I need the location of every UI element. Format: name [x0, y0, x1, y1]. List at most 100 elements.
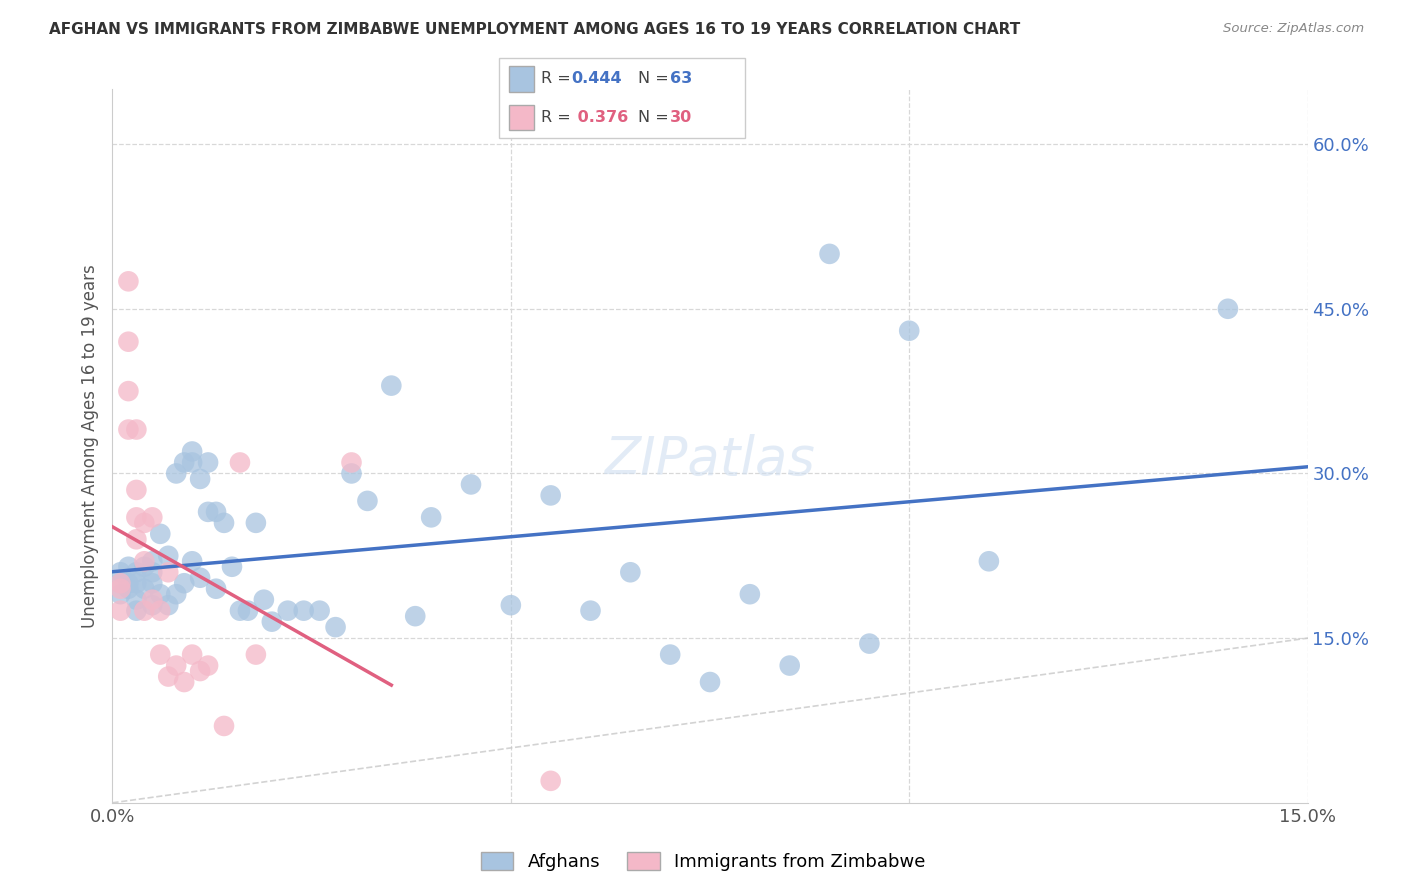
Point: [173, 675, 195, 690]
Point: [134, 582, 156, 596]
Point: [229, 604, 252, 618]
Point: [141, 554, 163, 568]
Y-axis label: Unemployment Among Ages 16 to 19 years: Unemployment Among Ages 16 to 19 years: [80, 264, 98, 628]
Point: [125, 510, 148, 524]
Point: [540, 773, 562, 788]
Point: [340, 455, 363, 469]
Point: [212, 516, 235, 530]
Text: R =: R =: [541, 110, 576, 125]
Point: [125, 576, 148, 591]
Point: [134, 554, 156, 568]
Point: [404, 609, 426, 624]
Point: [197, 658, 219, 673]
Point: [165, 587, 187, 601]
Point: [141, 566, 163, 580]
Point: [149, 587, 172, 601]
Text: ZIPatlas: ZIPatlas: [605, 434, 815, 486]
Text: 30: 30: [671, 110, 692, 125]
Text: AFGHAN VS IMMIGRANTS FROM ZIMBABWE UNEMPLOYMENT AMONG AGES 16 TO 19 YEARS CORREL: AFGHAN VS IMMIGRANTS FROM ZIMBABWE UNEMP…: [49, 22, 1021, 37]
Point: [181, 554, 204, 568]
Text: Source: ZipAtlas.com: Source: ZipAtlas.com: [1223, 22, 1364, 36]
Point: [149, 604, 172, 618]
Point: [149, 526, 172, 541]
Point: [181, 444, 204, 458]
Point: [212, 719, 235, 733]
Point: [308, 604, 330, 618]
Legend: Afghans, Immigrants from Zimbabwe: Afghans, Immigrants from Zimbabwe: [474, 845, 932, 879]
Point: [540, 488, 562, 502]
Point: [110, 566, 132, 580]
Bar: [509, 66, 534, 92]
Point: [356, 494, 378, 508]
Point: [117, 274, 139, 288]
Point: [738, 587, 761, 601]
Point: [157, 566, 180, 580]
Point: [125, 533, 148, 547]
Point: [141, 598, 163, 612]
Point: [134, 559, 156, 574]
Point: [325, 620, 347, 634]
Point: [117, 576, 139, 591]
Point: [157, 549, 180, 563]
Point: [460, 477, 482, 491]
Point: [197, 455, 219, 469]
Point: [117, 559, 139, 574]
Point: [173, 455, 195, 469]
Point: [659, 648, 682, 662]
Point: [149, 648, 172, 662]
Text: 0.376: 0.376: [572, 110, 628, 125]
Point: [245, 516, 267, 530]
Text: 63: 63: [671, 71, 692, 87]
Point: [277, 604, 299, 618]
Point: [110, 582, 132, 596]
Point: [188, 664, 211, 678]
Point: [110, 576, 132, 591]
Point: [125, 566, 148, 580]
Point: [173, 576, 195, 591]
Point: [134, 604, 156, 618]
Point: [181, 455, 204, 469]
Point: [125, 483, 148, 497]
Point: [619, 566, 641, 580]
Point: [1216, 301, 1239, 316]
Point: [110, 576, 132, 591]
Point: [110, 587, 132, 601]
Point: [499, 598, 522, 612]
Point: [157, 669, 180, 683]
Point: [380, 378, 402, 392]
Point: [205, 505, 228, 519]
Point: [420, 510, 443, 524]
Point: [117, 423, 139, 437]
Point: [779, 658, 801, 673]
Point: [292, 604, 315, 618]
Point: [117, 334, 139, 349]
Point: [236, 604, 259, 618]
Point: [134, 516, 156, 530]
Bar: [509, 104, 534, 130]
Point: [188, 571, 211, 585]
Point: [141, 576, 163, 591]
Point: [245, 648, 267, 662]
Point: [977, 554, 1000, 568]
Point: [579, 604, 602, 618]
Point: [221, 559, 243, 574]
Point: [340, 467, 363, 481]
FancyBboxPatch shape: [499, 58, 745, 138]
Point: [165, 467, 187, 481]
Point: [699, 675, 721, 690]
Point: [181, 648, 204, 662]
Point: [110, 604, 132, 618]
Point: [898, 324, 921, 338]
Point: [197, 505, 219, 519]
Point: [858, 637, 880, 651]
Text: N =: N =: [638, 110, 673, 125]
Point: [125, 592, 148, 607]
Point: [125, 604, 148, 618]
Point: [229, 455, 252, 469]
Point: [818, 247, 841, 261]
Point: [117, 384, 139, 398]
Text: N =: N =: [638, 71, 673, 87]
Point: [205, 582, 228, 596]
Point: [141, 592, 163, 607]
Point: [253, 592, 276, 607]
